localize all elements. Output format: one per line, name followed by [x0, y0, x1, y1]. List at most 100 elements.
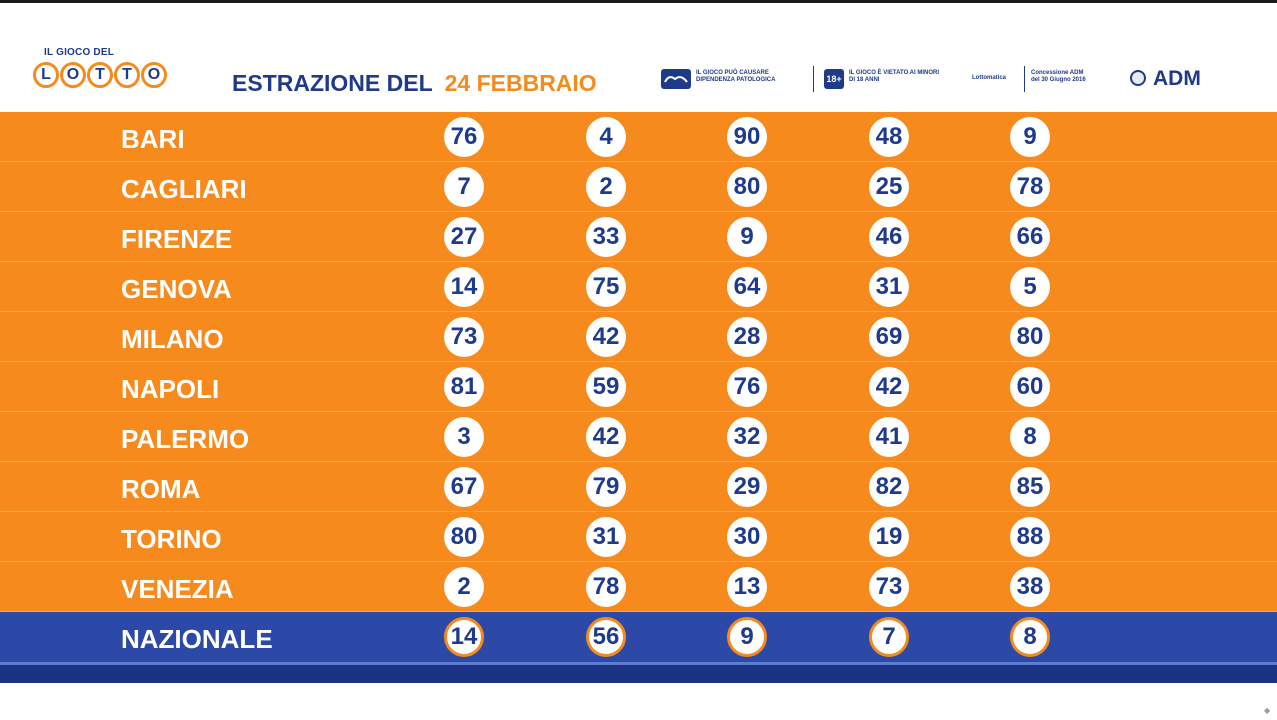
number-ball: 9 [1010, 117, 1050, 157]
results-table: BARI 76 4 90 48 9 CAGLIARI 7 2 80 25 78 … [0, 112, 1277, 662]
table-row: PALERMO 3 42 32 41 8 [0, 412, 1277, 462]
city-name: NAPOLI [121, 374, 220, 404]
logo-ball: O [141, 62, 167, 88]
brand-lottomatica: Lottomatica [972, 75, 1007, 81]
top-frame-line [0, 0, 1277, 3]
number-ball: 14 [444, 617, 484, 657]
city-name: CAGLIARI [121, 174, 247, 204]
number-ball: 7 [869, 617, 909, 657]
table-row: TORINO 80 31 30 19 88 [0, 512, 1277, 562]
number-ball: 67 [444, 467, 484, 507]
number-ball: 76 [727, 367, 767, 407]
adm-logo: ADM [1153, 67, 1201, 90]
number-ball: 27 [444, 217, 484, 257]
concession-text: Concessione ADM del 30 Giugno 2016 [1031, 70, 1086, 83]
city-name: PALERMO [121, 424, 250, 454]
city-name: GENOVA [121, 274, 232, 304]
number-ball: 28 [727, 317, 767, 357]
city-name: VENEZIA [121, 574, 234, 604]
number-ball: 80 [1010, 317, 1050, 357]
number-ball: 8 [1010, 417, 1050, 457]
city-name: FIRENZE [121, 224, 233, 254]
number-ball: 42 [586, 317, 626, 357]
number-ball: 5 [1010, 267, 1050, 307]
table-row: NAPOLI 81 59 76 42 60 [0, 362, 1277, 412]
number-ball: 81 [444, 367, 484, 407]
logo-ball: O [60, 62, 86, 88]
number-ball: 41 [869, 417, 909, 457]
divider [1024, 66, 1025, 92]
number-ball: 88 [1010, 517, 1050, 557]
header [0, 3, 1277, 112]
age-badge: 18+ [824, 69, 844, 89]
divider [813, 66, 814, 92]
number-ball: 78 [1010, 167, 1050, 207]
hands-icon [664, 76, 688, 83]
number-ball: 80 [444, 517, 484, 557]
number-ball: 82 [869, 467, 909, 507]
number-ball: 2 [586, 167, 626, 207]
number-ball: 33 [586, 217, 626, 257]
bottom-band-light [0, 662, 1277, 665]
page-title: ESTRAZIONE DEL 24 FEBBRAIO [232, 70, 597, 97]
logo-ball: T [87, 62, 113, 88]
number-ball: 66 [1010, 217, 1050, 257]
number-ball: 46 [869, 217, 909, 257]
number-ball: 13 [727, 567, 767, 607]
number-ball: 31 [586, 517, 626, 557]
number-ball: 56 [586, 617, 626, 657]
logo-ball: L [33, 62, 59, 88]
draw-date: 24 FEBBRAIO [444, 70, 597, 96]
number-ball: 69 [869, 317, 909, 357]
number-ball: 38 [1010, 567, 1050, 607]
number-ball: 8 [1010, 617, 1050, 657]
number-ball: 25 [869, 167, 909, 207]
number-ball: 79 [586, 467, 626, 507]
lotto-logo: L O T T O [33, 62, 167, 88]
table-row: BARI 76 4 90 48 9 [0, 112, 1277, 162]
city-name: MILANO [121, 324, 224, 354]
number-ball: 42 [586, 417, 626, 457]
city-name: BARI [121, 124, 185, 154]
table-row: FIRENZE 27 33 9 46 66 [0, 212, 1277, 262]
number-ball: 64 [727, 267, 767, 307]
table-row-nazionale: NAZIONALE 14 56 9 7 8 [0, 612, 1277, 662]
table-row: VENEZIA 2 78 13 73 38 [0, 562, 1277, 612]
table-row: MILANO 73 42 28 69 80 [0, 312, 1277, 362]
number-ball: 80 [727, 167, 767, 207]
table-row: ROMA 67 79 29 82 85 [0, 462, 1277, 512]
adm-emblem-icon [1130, 70, 1146, 86]
number-ball: 9 [727, 617, 767, 657]
city-name: TORINO [121, 524, 222, 554]
responsible-gaming-icon [661, 69, 691, 89]
number-ball: 85 [1010, 467, 1050, 507]
number-ball: 31 [869, 267, 909, 307]
table-row: GENOVA 14 75 64 31 5 [0, 262, 1277, 312]
city-name: NAZIONALE [121, 624, 273, 654]
number-ball: 3 [444, 417, 484, 457]
number-ball: 29 [727, 467, 767, 507]
number-ball: 73 [444, 317, 484, 357]
number-ball: 48 [869, 117, 909, 157]
number-ball: 59 [586, 367, 626, 407]
number-ball: 76 [444, 117, 484, 157]
number-ball: 78 [586, 567, 626, 607]
notice-minors: IL GIOCO È VIETATO AI MINORI DI 18 ANNI [849, 70, 940, 83]
title-text: ESTRAZIONE DEL [232, 70, 433, 96]
number-ball: 30 [727, 517, 767, 557]
logo-ball: T [114, 62, 140, 88]
number-ball: 60 [1010, 367, 1050, 407]
notice-addiction: IL GIOCO PUÒ CAUSARE DIPENDENZA PATOLOGI… [696, 70, 776, 83]
number-ball: 42 [869, 367, 909, 407]
number-ball: 9 [727, 217, 767, 257]
number-ball: 7 [444, 167, 484, 207]
number-ball: 14 [444, 267, 484, 307]
number-ball: 90 [727, 117, 767, 157]
number-ball: 19 [869, 517, 909, 557]
number-ball: 75 [586, 267, 626, 307]
number-ball: 73 [869, 567, 909, 607]
number-ball: 4 [586, 117, 626, 157]
bottom-band [0, 665, 1277, 683]
city-name: ROMA [121, 474, 201, 504]
footer [0, 683, 1277, 720]
